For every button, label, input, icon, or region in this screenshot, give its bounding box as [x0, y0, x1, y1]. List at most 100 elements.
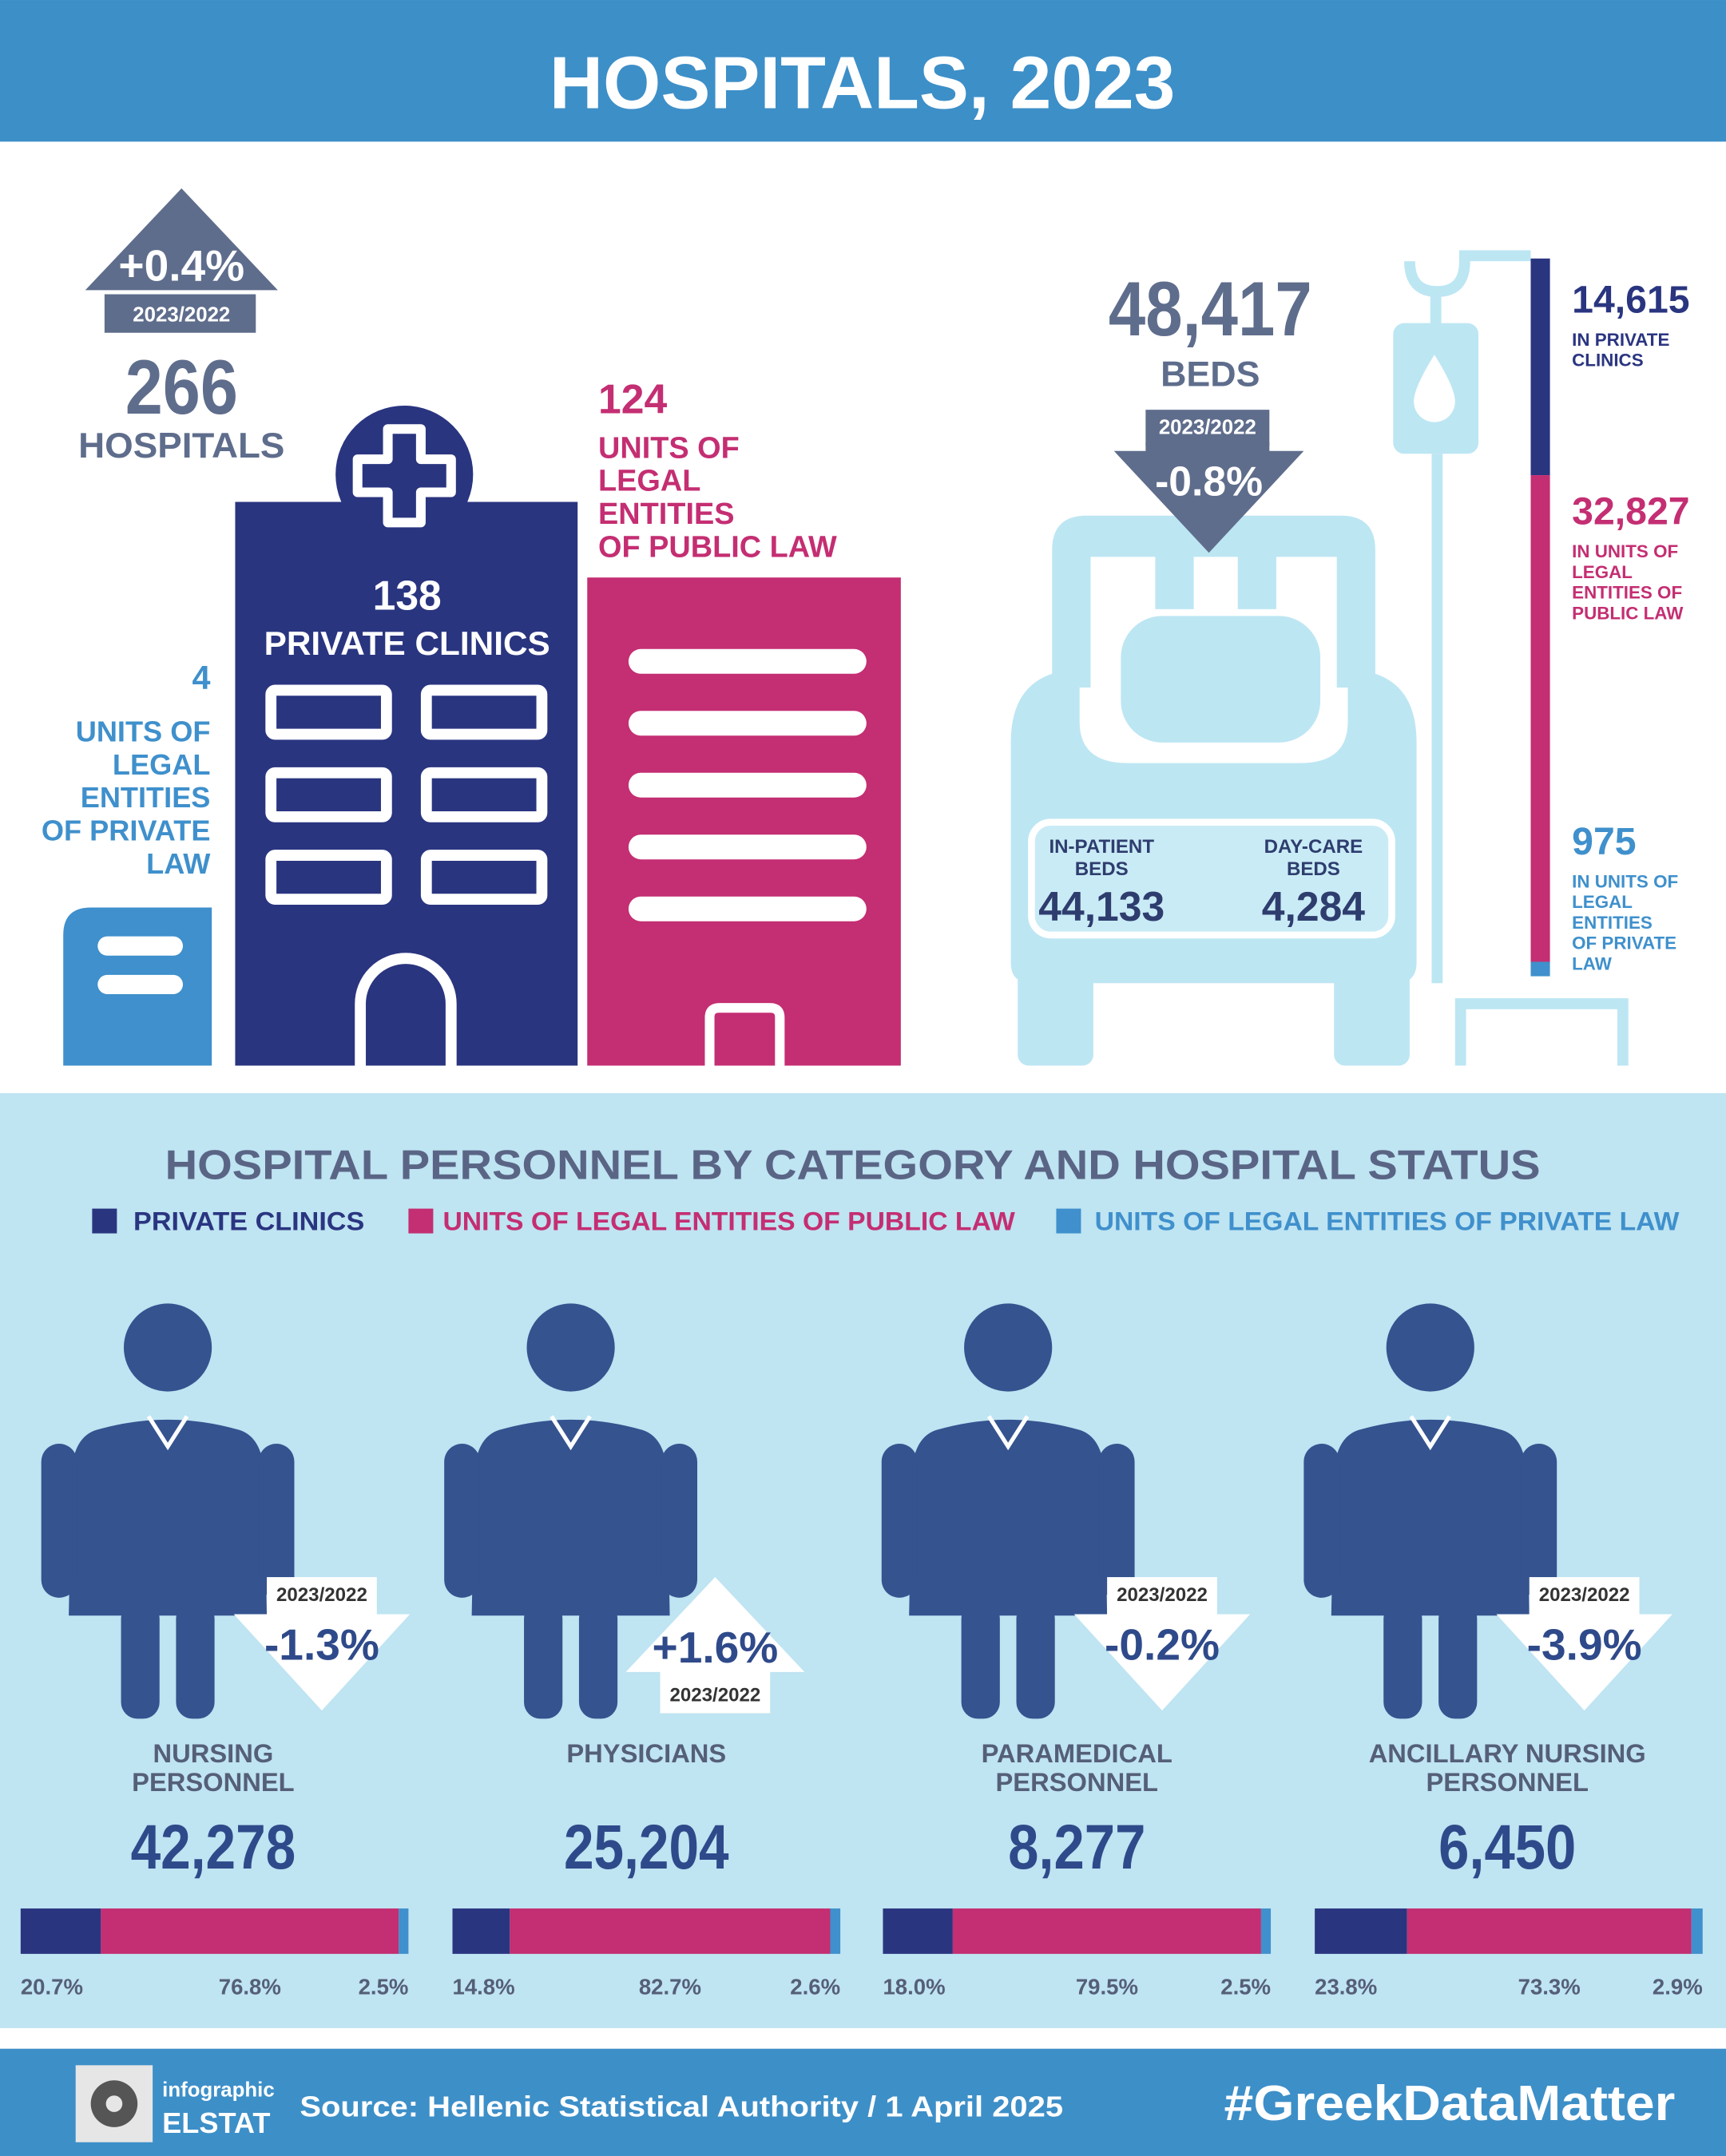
category-total: 6,450 — [1438, 1811, 1576, 1882]
source: Source: Hellenic Statistical Authority /… — [300, 2090, 1063, 2122]
inpatient-label: BEDS — [1075, 858, 1129, 880]
figure-head — [526, 1303, 615, 1392]
public-label: LEGAL — [598, 465, 700, 498]
share-label: 2.6% — [790, 1975, 840, 1999]
share-label: 79.5% — [1076, 1975, 1138, 1999]
beds-status-label: IN UNITS OF — [1572, 871, 1678, 891]
figure-collar — [146, 1415, 189, 1451]
legend-swatch — [92, 1208, 117, 1234]
beds-status-value: 32,827 — [1572, 490, 1689, 533]
section-title: HOSPITAL PERSONNEL BY CATEGORY AND HOSPI… — [165, 1141, 1541, 1187]
public-label: ENTITIES — [598, 497, 734, 531]
share-label: 2.9% — [1653, 1975, 1703, 1999]
beds-bar-segment — [1530, 475, 1550, 962]
period-box — [1145, 410, 1270, 446]
category-name: PERSONNEL — [1426, 1767, 1589, 1797]
period: 2023/2022 — [669, 1685, 760, 1706]
change: -3.9% — [1527, 1619, 1642, 1669]
share-segment — [830, 1908, 841, 1954]
figure-leg — [961, 1602, 1000, 1719]
beds-status-label: ENTITIES — [1572, 913, 1653, 933]
public-label: OF PUBLIC LAW — [598, 530, 837, 564]
legend-label: UNITS OF LEGAL ENTITIES OF PRIVATE LAW — [1095, 1207, 1680, 1236]
share-label: 76.8% — [219, 1975, 281, 1999]
brand: ELSTAT — [162, 2106, 270, 2139]
share-segment — [1407, 1908, 1692, 1954]
change: +1.6% — [653, 1623, 779, 1672]
category-name: PARAMEDICAL — [982, 1738, 1172, 1768]
figure-arm — [1303, 1444, 1340, 1598]
arrow-stem — [1145, 442, 1270, 462]
beds-status-label: IN UNITS OF — [1572, 541, 1678, 561]
hashtag: #GreekDataMatter — [1224, 2076, 1676, 2131]
share-segment — [1691, 1908, 1703, 1954]
category-total: 25,204 — [564, 1811, 729, 1882]
drop — [1414, 355, 1455, 422]
legend-swatch — [1056, 1208, 1081, 1234]
figure-leg — [176, 1602, 215, 1719]
period-box — [104, 294, 256, 333]
private-law-label: LAW — [146, 847, 211, 880]
inpatient-label: IN-PATIENT — [1049, 836, 1154, 858]
category-total: 8,277 — [1008, 1811, 1145, 1882]
share-label: 23.8% — [1315, 1975, 1377, 1999]
share-segment — [952, 1908, 1261, 1954]
figure-head — [1386, 1303, 1474, 1392]
beds-status-label: LEGAL — [1572, 562, 1633, 582]
private-law-label: OF PRIVATE — [42, 814, 211, 847]
category-total: 42,278 — [131, 1811, 296, 1882]
share-label: 82.7% — [639, 1975, 701, 1999]
figure-arm — [1521, 1444, 1557, 1598]
period: 2023/2022 — [1117, 1584, 1208, 1606]
beds-status-label: PUBLIC LAW — [1572, 603, 1684, 623]
public-value: 124 — [598, 375, 667, 422]
change: -1.3% — [264, 1619, 379, 1669]
figure-arm — [661, 1444, 698, 1598]
figure-collar — [1409, 1415, 1452, 1451]
figure-head — [964, 1303, 1053, 1392]
figure-collar — [986, 1415, 1030, 1451]
change: -0.8% — [1155, 458, 1263, 505]
up-arrow — [625, 1577, 805, 1672]
legend-swatch — [408, 1208, 434, 1234]
share-segment — [1260, 1908, 1272, 1954]
private-law-value: 4 — [192, 660, 210, 696]
share-label: 20.7% — [21, 1975, 83, 1999]
figure-arm — [444, 1444, 480, 1598]
figure-leg — [1383, 1602, 1422, 1719]
down-arrow — [1496, 1614, 1672, 1711]
arrow-stem — [267, 1577, 377, 1619]
total: 266 — [125, 345, 238, 430]
figure-body — [69, 1419, 268, 1616]
figure-body — [471, 1419, 670, 1616]
share-segment — [1315, 1908, 1407, 1954]
beds-status-label: LAW — [1572, 954, 1613, 974]
figure-leg — [578, 1602, 618, 1719]
legend-label: UNITS OF LEGAL ENTITIES OF PUBLIC LAW — [442, 1207, 1014, 1236]
clinics-value: 138 — [373, 573, 442, 619]
beds-bar-segment — [1530, 258, 1550, 476]
total-label: HOSPITALS — [78, 426, 284, 466]
down-arrow — [1073, 1614, 1251, 1711]
share-label: 2.5% — [359, 1975, 409, 1999]
legend-label: PRIVATE CLINICS — [133, 1207, 364, 1236]
title: HOSPITALS, 2023 — [550, 41, 1175, 124]
building-clinic — [235, 501, 578, 1066]
figure-arm — [1098, 1444, 1135, 1598]
figure-body — [909, 1419, 1108, 1616]
period: 2023/2022 — [276, 1584, 367, 1606]
category-name: ANCILLARY NURSING — [1369, 1738, 1646, 1768]
beds-status-label: LEGAL — [1572, 892, 1633, 912]
share-label: 14.8% — [453, 1975, 515, 1999]
daycare-label: BEDS — [1287, 858, 1340, 880]
windows — [265, 684, 548, 1066]
up-arrow — [85, 188, 278, 291]
arrow-stem — [660, 1663, 771, 1714]
down-arrow — [233, 1614, 411, 1711]
beds-label: BEDS — [1161, 354, 1260, 394]
private-law-label: UNITS OF — [76, 715, 211, 748]
figure-body — [1331, 1419, 1530, 1616]
header-band — [0, 0, 1726, 142]
